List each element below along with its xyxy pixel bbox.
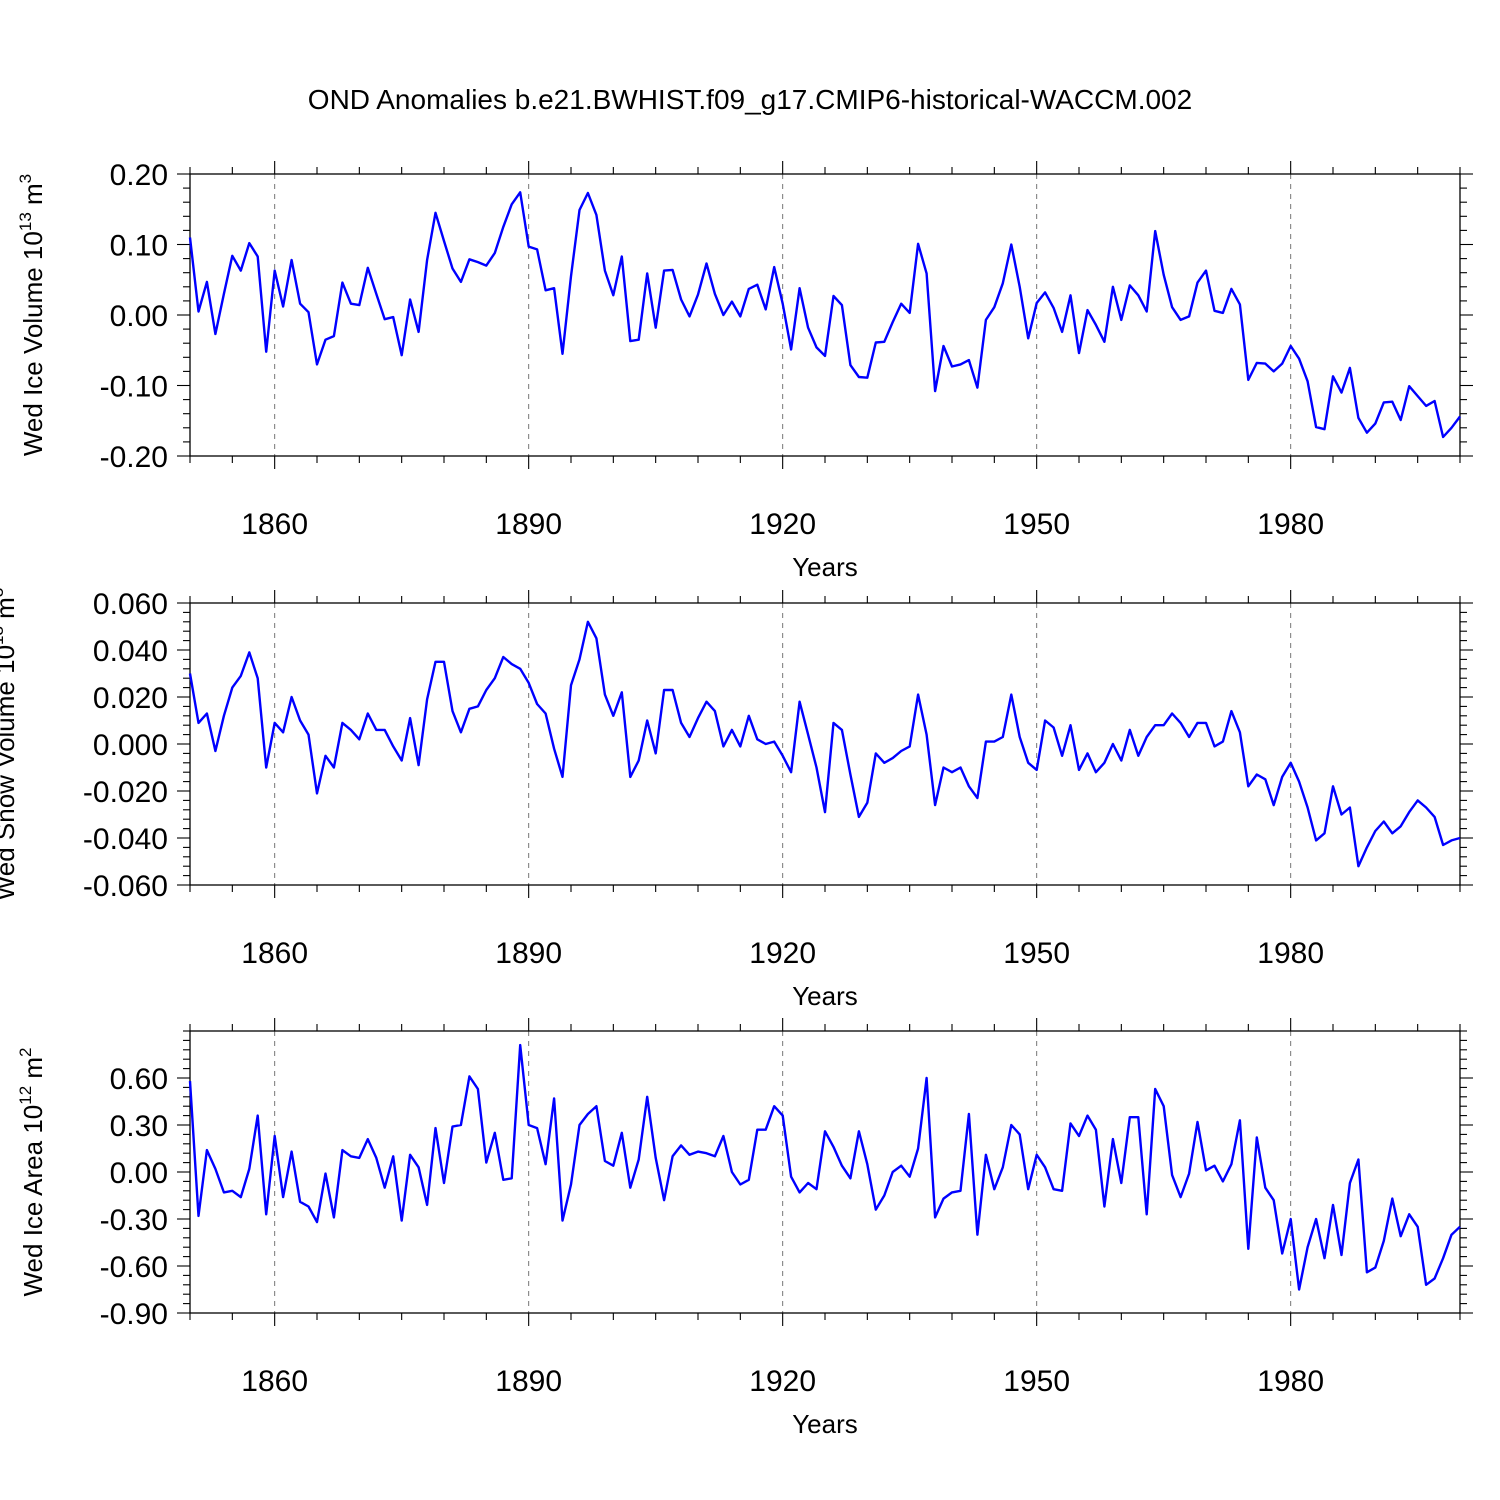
x-axis-title: Years xyxy=(792,981,858,1011)
y-axis-title: Wed Ice Volume 1013 m3 xyxy=(16,174,48,456)
x-tick-label: 1950 xyxy=(1003,937,1070,970)
x-tick-label: 1890 xyxy=(495,508,562,541)
y-tick-label: -0.020 xyxy=(83,776,168,809)
y-tick-label: 0.10 xyxy=(110,230,168,263)
y-tick-label: 0.20 xyxy=(110,159,168,192)
x-tick-label: 1860 xyxy=(241,937,308,970)
y-tick-label: 0.060 xyxy=(93,588,168,621)
plot-frame xyxy=(189,173,1461,457)
x-tick-label: 1860 xyxy=(241,1365,308,1398)
y-tick-label: -0.040 xyxy=(83,823,168,856)
series-line xyxy=(188,620,1461,868)
x-tick-label: 1860 xyxy=(241,508,308,541)
y-tick-label: -0.60 xyxy=(100,1251,168,1284)
x-tick-label: 1950 xyxy=(1003,508,1070,541)
x-tick-label: 1980 xyxy=(1257,1365,1324,1398)
chart-panel-ice-area: -0.90 -0.60 -0.30 0.00 0.30 0.60 1860 1890 1920 1… xyxy=(16,1018,1473,1439)
y-tick-label: 0.60 xyxy=(110,1063,168,1096)
plot-frame xyxy=(189,602,1461,886)
y-tick-label: -0.060 xyxy=(83,870,168,903)
y-tick-label: -0.10 xyxy=(100,371,168,404)
chart-panel-ice-volume: -0.20 -0.10 0.00 0.10 0.20 1860 1890 1920 1950 19… xyxy=(16,159,1473,582)
x-tick-label: 1980 xyxy=(1257,508,1324,541)
y-tick-label: 0.00 xyxy=(110,1157,168,1190)
x-axis-title: Years xyxy=(792,552,858,582)
y-axis-title: Wed Snow Volume 1013 m3 xyxy=(0,588,20,901)
y-axis-title: Wed Ice Area 1012 m2 xyxy=(16,1047,48,1296)
x-tick-label: 1920 xyxy=(749,1365,816,1398)
y-tick-label: 0.00 xyxy=(110,300,168,333)
y-tick-label: 0.30 xyxy=(110,1110,168,1143)
x-tick-label: 1920 xyxy=(749,508,816,541)
chart-panel-snow-volume: -0.060 -0.040 -0.020 0.000 0.020 0.040 0.060 18… xyxy=(0,588,1473,1011)
y-tick-label: -0.20 xyxy=(100,441,168,474)
x-tick-label: 1890 xyxy=(495,1365,562,1398)
y-tick-label: -0.30 xyxy=(100,1204,168,1237)
y-tick-label: -0.90 xyxy=(100,1298,168,1331)
y-tick-label: 0.020 xyxy=(93,682,168,715)
x-tick-label: 1980 xyxy=(1257,937,1324,970)
x-axis-title: Years xyxy=(792,1409,858,1439)
x-tick-label: 1890 xyxy=(495,937,562,970)
y-tick-label: 0.040 xyxy=(93,635,168,668)
series-line xyxy=(188,191,1461,439)
y-tick-label: 0.000 xyxy=(93,729,168,762)
x-tick-label: 1920 xyxy=(749,937,816,970)
series-line xyxy=(188,1043,1461,1291)
figure-title: OND Anomalies b.e21.BWHIST.f09_g17.CMIP6… xyxy=(307,84,1193,115)
x-tick-label: 1950 xyxy=(1003,1365,1070,1398)
